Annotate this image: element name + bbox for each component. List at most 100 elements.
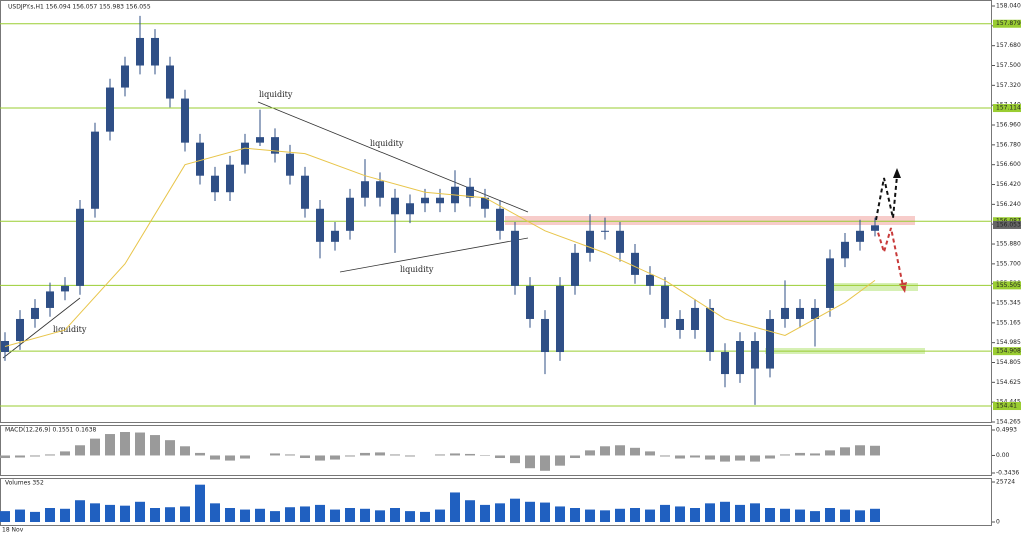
macd-bar	[90, 438, 100, 456]
volume-bar	[180, 506, 190, 522]
macd-bar	[0, 455, 10, 459]
volume-bar	[375, 510, 385, 522]
volume-bar	[15, 509, 25, 522]
candle-body	[721, 352, 729, 375]
candle-body	[601, 230, 609, 232]
volume-bar	[30, 511, 40, 522]
macd-bar	[855, 445, 865, 456]
macd-bar	[165, 440, 175, 456]
candle-body	[856, 230, 864, 242]
macd-bar	[810, 453, 820, 456]
y-tick-label: 154.805	[996, 359, 1021, 366]
macd-label: MACD(12,26,9) 0.1551 0.1638	[5, 427, 97, 434]
macd-bar	[480, 455, 490, 456]
level-label: 154.41	[996, 403, 1017, 410]
annotation: liquidity	[370, 139, 404, 148]
candle-body	[271, 137, 279, 154]
current-price: 156.053	[996, 221, 1021, 228]
arrow-head	[893, 168, 901, 178]
candle-body	[106, 87, 114, 132]
candle-body	[811, 307, 819, 319]
trendline	[2, 297, 81, 359]
macd-bar	[105, 434, 115, 456]
candle-body	[361, 181, 369, 198]
volume-bar	[270, 511, 280, 522]
candle-body	[871, 225, 879, 231]
volume-bar	[855, 510, 865, 522]
candle-body	[736, 341, 744, 375]
candle-body	[781, 307, 789, 319]
candle-body	[346, 197, 354, 231]
volume-bar	[780, 508, 790, 522]
volume-bar	[435, 509, 445, 522]
y-tick-label: 156.600	[996, 161, 1021, 168]
candle-body	[541, 318, 549, 353]
candle-body	[391, 197, 399, 215]
volume-bar	[750, 503, 760, 522]
volume-bar	[495, 503, 505, 522]
candle-body	[661, 285, 669, 319]
y-tick-label: 156.240	[996, 201, 1021, 208]
volume-bar	[240, 509, 250, 522]
y-tick-label: 155.880	[996, 241, 1021, 248]
volume-bar	[510, 498, 520, 522]
level-tag	[993, 347, 1021, 356]
macd-bar	[690, 455, 700, 458]
macd-bar	[870, 445, 880, 456]
candle-body	[151, 37, 159, 66]
macd-bar	[495, 455, 505, 459]
candle-body	[16, 318, 24, 342]
volume-bar	[840, 509, 850, 522]
y-tick-label: 156.960	[996, 122, 1021, 129]
volume-bar	[90, 503, 100, 522]
price-tag	[993, 220, 1021, 229]
volume-bar	[210, 503, 220, 522]
volume-bar	[720, 501, 730, 522]
y-tick-label: 157.680	[996, 42, 1021, 49]
candle-body	[136, 37, 144, 66]
macd-bar	[45, 454, 55, 456]
volume-bar	[450, 492, 460, 522]
volume-bar	[195, 484, 205, 522]
macd-bar	[675, 455, 685, 459]
candle-body	[121, 65, 129, 88]
volume-panel	[0, 478, 992, 526]
macd-bar	[225, 455, 235, 461]
y-tick-label: 156.420	[996, 181, 1021, 188]
volume-bar	[285, 507, 295, 522]
volume-bar	[615, 508, 625, 522]
candle-body	[616, 230, 624, 253]
y-tick-label: 0.00	[996, 452, 1010, 459]
macd-bar	[615, 445, 625, 456]
candle-body	[751, 341, 759, 369]
volume-bar	[585, 509, 595, 522]
y-tick-label: 154.985	[996, 339, 1021, 346]
macd-bar	[180, 446, 190, 456]
y-tick-label: -0.3436	[996, 470, 1019, 477]
candle-body	[676, 318, 684, 330]
y-tick-label: 157.320	[996, 82, 1021, 89]
annotation: liquidity	[400, 265, 434, 274]
macd-bar	[465, 453, 475, 456]
volume-bar	[705, 503, 715, 522]
x-label: 18 Nov	[2, 527, 24, 534]
volume-bar	[420, 511, 430, 522]
volume-bar	[135, 501, 145, 522]
macd-bar	[195, 452, 205, 456]
macd-bar	[135, 432, 145, 456]
candle-body	[406, 203, 414, 215]
volume-bar	[480, 504, 490, 522]
volume-bar	[825, 508, 835, 522]
volume-bar	[810, 511, 820, 522]
price-panel	[0, 0, 992, 423]
level-tag	[993, 19, 1021, 28]
macd-bar	[720, 455, 730, 462]
volume-bar	[315, 504, 325, 522]
macd-bar	[555, 455, 565, 466]
y-tick-label: 154.625	[996, 379, 1021, 386]
macd-bar	[540, 455, 550, 471]
supply-zone	[505, 216, 915, 225]
volume-bar	[630, 508, 640, 522]
volume-label: Volumes 352	[5, 480, 44, 487]
volume-bar	[45, 508, 55, 522]
